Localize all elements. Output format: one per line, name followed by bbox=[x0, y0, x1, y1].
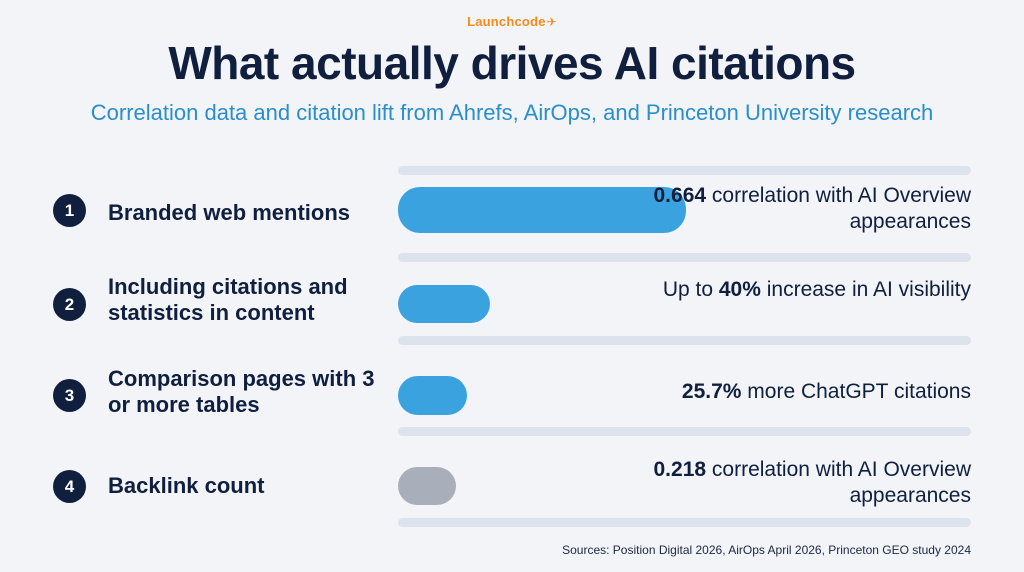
stat-value: 25.7% bbox=[681, 380, 742, 403]
stat-suffix: increase in AI visibility bbox=[760, 278, 971, 301]
brand-name: Launchcode bbox=[467, 14, 546, 29]
category-label: Backlink count bbox=[108, 473, 265, 498]
page-title: What actually drives AI citations bbox=[168, 37, 856, 89]
bar bbox=[398, 467, 456, 505]
stat-value: 40% bbox=[718, 278, 761, 301]
sources-note: Sources: Position Digital 2026, AirOps A… bbox=[562, 543, 971, 557]
bar bbox=[398, 285, 490, 323]
stat-suffix: correlation with AI Overview appearances bbox=[706, 184, 971, 233]
page-subtitle: Correlation data and citation lift from … bbox=[90, 100, 934, 125]
stat-value: 0.218 bbox=[653, 458, 707, 481]
category-label: Branded web mentions bbox=[108, 200, 351, 225]
row-divider bbox=[398, 427, 971, 436]
rank-badge: 4 bbox=[53, 469, 86, 503]
stat-prefix: Up to bbox=[662, 278, 719, 301]
row-divider bbox=[398, 336, 971, 345]
stat-suffix: more ChatGPT citations bbox=[741, 380, 971, 403]
stat-suffix: correlation with AI Overview appearances bbox=[706, 458, 971, 507]
stat-text: 0.218 correlation with AI Overview appea… bbox=[641, 457, 972, 509]
rank-badge: 1 bbox=[53, 193, 86, 227]
chart-row: 3 Comparison pages with 3 or more tables 2… bbox=[0, 365, 1024, 425]
row-divider bbox=[398, 253, 971, 262]
rank-badge: 2 bbox=[53, 287, 86, 321]
bar bbox=[398, 376, 467, 415]
stat-text: 25.7% more ChatGPT citations bbox=[641, 379, 971, 405]
row-divider bbox=[398, 166, 971, 175]
row-divider bbox=[398, 518, 971, 527]
stat-text: Up to 40% increase in AI visibility bbox=[641, 277, 971, 303]
chart-row: 4 Backlink count 0.218 correlation with AI… bbox=[0, 455, 1024, 515]
rank-badge: 3 bbox=[53, 379, 86, 412]
chart-row: 1 Branded web mentions 0.664 correlation w… bbox=[0, 180, 1024, 240]
stat-value: 0.664 bbox=[653, 184, 707, 207]
bar bbox=[398, 187, 686, 233]
brand-logo: Launchcode✈ bbox=[0, 14, 1024, 29]
stat-text: 0.664 correlation with AI Overview appea… bbox=[641, 183, 972, 235]
category-label: Including citations and statistics in co… bbox=[108, 274, 348, 325]
plane-icon: ✈ bbox=[546, 15, 557, 29]
category-label: Comparison pages with 3 or more tables bbox=[108, 366, 375, 417]
chart-row: 2 Including citations and statistics in c… bbox=[0, 272, 1024, 332]
